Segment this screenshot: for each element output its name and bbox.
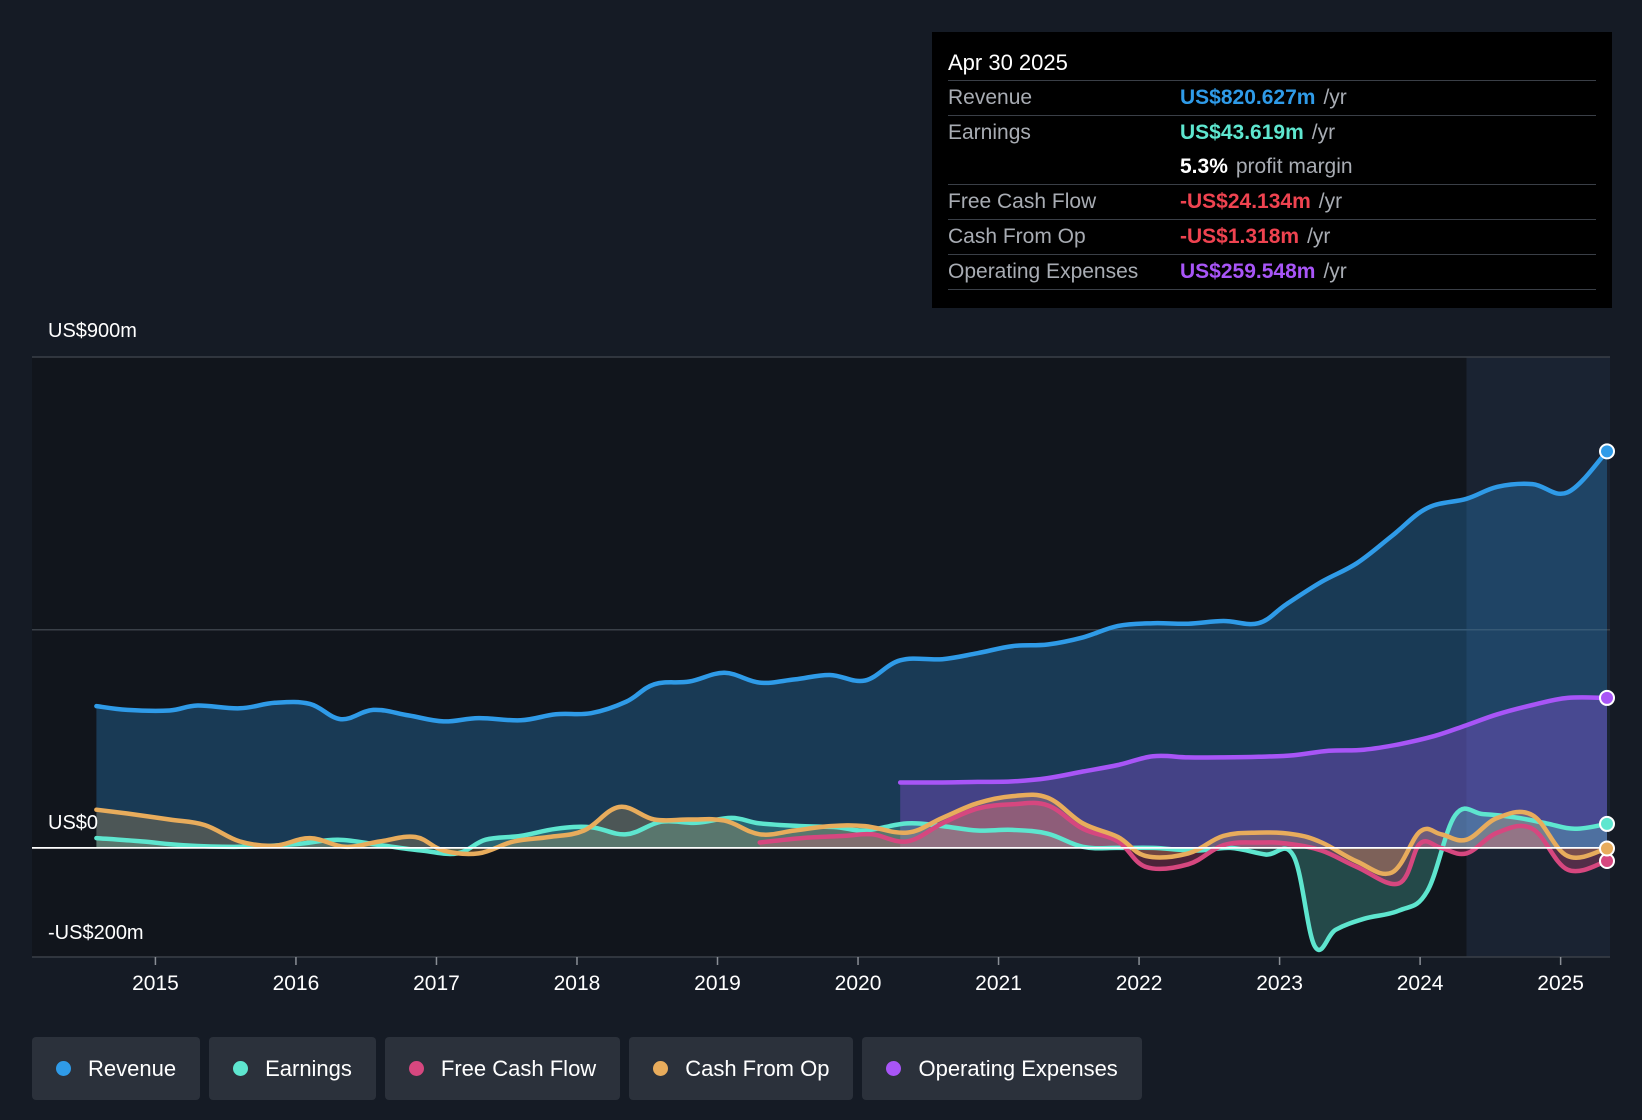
tooltip-row-unit: profit margin xyxy=(1235,155,1353,178)
legend-item-operating-expenses[interactable]: Operating Expenses xyxy=(862,1037,1142,1100)
tooltip-row: Revenue US$820.627m/yr xyxy=(948,80,1596,115)
revenue-line xyxy=(94,449,1610,724)
gridlines xyxy=(32,356,1610,958)
legend-dot-icon xyxy=(886,1061,902,1076)
tooltip-row-label: Earnings xyxy=(948,121,1031,144)
x-tick-label: 2019 xyxy=(694,972,741,995)
tooltip-row-label: Free Cash Flow xyxy=(948,190,1097,213)
legend-item-label: Cash From Op xyxy=(685,1055,830,1081)
operating-expenses-line xyxy=(897,695,1610,785)
x-tick-label: 2021 xyxy=(975,972,1022,995)
earnings-endpoint xyxy=(1599,815,1615,832)
tooltip-row-value: -US$1.318m xyxy=(1180,225,1300,248)
tooltip-row-unit: /yr xyxy=(1311,121,1336,144)
tooltip-rows: Revenue US$820.627m/yr Earnings US$43.619m /… xyxy=(948,80,1596,290)
legend-item-label: Earnings xyxy=(265,1055,352,1081)
tooltip-row-value: US$43.619m xyxy=(1180,121,1304,144)
series-endpoints xyxy=(1599,443,1615,869)
x-tick-label: 2025 xyxy=(1537,972,1584,995)
tooltip-row-label: Cash From Op xyxy=(948,225,1086,248)
tooltip-row-label: Revenue xyxy=(948,86,1033,109)
tooltip-row-unit: /yr xyxy=(1323,260,1347,283)
legend-item-label: Operating Expenses xyxy=(918,1055,1118,1081)
y-label-zero: US$0 xyxy=(48,812,99,834)
x-tick-label: 2024 xyxy=(1397,972,1444,995)
x-tick-label: 2022 xyxy=(1116,972,1163,995)
legend-item-free-cash-flow[interactable]: Free Cash Flow xyxy=(384,1037,621,1100)
x-tick-label: 2015 xyxy=(132,972,179,995)
y-label-bottom: -US$200m xyxy=(48,922,144,944)
legend-item-label: Revenue xyxy=(88,1055,177,1081)
tooltip-row-value: -US$24.134m xyxy=(1180,190,1311,213)
free-cash-flow-line xyxy=(757,800,1610,887)
legend-dot-icon xyxy=(233,1061,249,1076)
operating-expenses-endpoint xyxy=(1599,689,1615,706)
tooltip-row-value: US$820.627m xyxy=(1180,86,1316,109)
operating-expenses-area xyxy=(900,697,1607,848)
legend: Revenue Earnings Free Cash Flow Cash From O… xyxy=(32,1037,1142,1100)
earnings-line xyxy=(94,806,1610,953)
x-tick-label: 2023 xyxy=(1256,972,1303,995)
tooltip-row: Operating Expenses US$259.548m/yr xyxy=(948,254,1596,290)
tooltip-row: 5.3% profit margin xyxy=(948,150,1596,184)
legend-dot-icon xyxy=(653,1061,669,1076)
legend-dot-icon xyxy=(56,1061,71,1076)
x-axis-ticks: 2015 2016 2017 2018 2019 2020 2021 2022 2023 2024… xyxy=(132,957,1584,995)
y-label-top: US$900m xyxy=(48,320,137,342)
tooltip-row-label: Operating Expenses xyxy=(948,260,1139,283)
tooltip-panel: Apr 30 2025 Revenue US$820.627m/yr Earning… xyxy=(932,32,1612,308)
cash-from-op-line xyxy=(94,792,1610,877)
x-tick-label: 2018 xyxy=(554,972,601,995)
free-cash-flow-area xyxy=(759,802,1607,885)
tooltip-row-value: 5.3% xyxy=(1180,155,1228,178)
series-lines xyxy=(32,449,1610,953)
legend-dot-icon xyxy=(408,1061,424,1076)
x-tick-label: 2017 xyxy=(413,972,460,995)
cash-from-op-endpoint xyxy=(1599,840,1615,857)
revenue-area xyxy=(96,451,1607,848)
tooltip-row-value: US$259.548m xyxy=(1180,260,1316,283)
tooltip-row: Cash From Op -US$1.318m/yr xyxy=(948,219,1596,254)
tooltip-row: Free Cash Flow -US$24.134m/yr xyxy=(948,184,1596,219)
tooltip-date: Apr 30 2025 xyxy=(948,50,1068,75)
legend-item-label: Free Cash Flow xyxy=(440,1055,597,1081)
legend-item-revenue[interactable]: Revenue xyxy=(32,1037,201,1100)
tooltip-row-unit: /yr xyxy=(1318,190,1343,213)
revenue-endpoint xyxy=(1599,443,1615,460)
x-tick-label: 2020 xyxy=(835,972,882,995)
x-tick-label: 2016 xyxy=(273,972,320,995)
tooltip-row-unit: /yr xyxy=(1323,86,1347,109)
tooltip-row-unit: /yr xyxy=(1307,225,1331,248)
legend-item-cash-from-op[interactable]: Cash From Op xyxy=(629,1037,854,1100)
tooltip-row: Earnings US$43.619m/yr xyxy=(948,115,1596,150)
legend-item-earnings[interactable]: Earnings xyxy=(209,1037,376,1100)
